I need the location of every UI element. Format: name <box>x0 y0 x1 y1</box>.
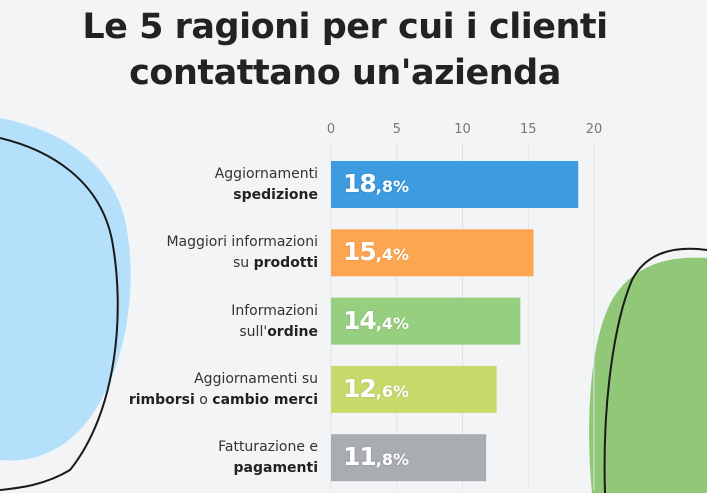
value-label: 14,4% <box>343 306 409 335</box>
category-label-line: Aggiornamenti su <box>129 369 318 390</box>
value-label: 15,4% <box>343 237 409 266</box>
label-text: su <box>233 255 254 272</box>
category-label-line: pagamenti <box>218 458 318 479</box>
label-bold-text: rimborsi <box>128 391 195 408</box>
category-label: Informazioni sull'ordine <box>231 301 318 343</box>
x-tick-label: 20 <box>585 122 603 137</box>
bar <box>331 434 487 482</box>
green-blob <box>589 257 707 493</box>
bar <box>331 297 521 345</box>
value-decimal: ,4% <box>375 313 410 333</box>
value-integer: 11 <box>343 442 377 472</box>
category-label-line: Aggiornamenti <box>215 164 318 185</box>
value-integer: 12 <box>343 373 377 403</box>
value-label: 11,8% <box>343 442 409 471</box>
category-label-line: Maggiori informazioni <box>166 232 318 253</box>
x-tick-label: 10 <box>454 122 471 137</box>
bar <box>331 365 497 413</box>
label-text: Aggiornamenti su <box>194 370 318 387</box>
x-tick-label: 5 <box>392 122 401 137</box>
label-bold-text: spedizione <box>233 187 318 203</box>
category-label: Fatturazione e pagamenti <box>218 437 318 479</box>
value-decimal: ,8% <box>375 177 410 196</box>
blue-blob-outline <box>0 137 119 491</box>
category-label: Maggiori informazioni su prodotti <box>166 232 318 274</box>
category-label-line: sull'ordine <box>231 322 318 343</box>
category-label-line: Fatturazione e <box>218 437 318 458</box>
label-text: Aggiornamenti <box>214 166 318 182</box>
value-integer: 18 <box>343 169 377 198</box>
category-label-line: Informazioni <box>231 301 318 322</box>
value-decimal: ,4% <box>375 245 410 265</box>
label-bold-text: prodotti <box>253 255 318 272</box>
category-label: Aggiornamenti spedizione <box>215 164 318 206</box>
label-bold-text: cambio merci <box>212 391 318 408</box>
value-decimal: ,8% <box>375 450 410 470</box>
value-integer: 14 <box>343 305 377 335</box>
label-text: Fatturazione e <box>218 439 318 456</box>
label-text: Informazioni <box>231 302 318 319</box>
x-tick-label: 0 <box>326 122 336 137</box>
x-tick-label: 15 <box>519 122 537 137</box>
category-label-line: spedizione <box>215 185 318 206</box>
label-bold-text: pagamenti <box>233 460 318 477</box>
value-integer: 15 <box>343 237 377 267</box>
value-label: 12,6% <box>343 374 409 403</box>
category-label-line: rimborsi o cambio merci <box>129 390 318 411</box>
green-blob-outline <box>603 247 707 493</box>
title-line-1: Le 5 ragioni per cui i clienti <box>82 7 608 47</box>
category-label-line: su prodotti <box>166 253 318 274</box>
label-text: o <box>194 391 213 408</box>
value-decimal: ,6% <box>375 381 410 401</box>
label-text: sull' <box>239 323 268 340</box>
label-text: Maggiori informazioni <box>166 234 318 251</box>
chart-title: Le 5 ragioni per cui i clienti contattan… <box>0 4 690 96</box>
title-line-2: contattano un'azienda <box>129 53 561 93</box>
label-bold-text: ordine <box>267 323 318 340</box>
bar <box>331 161 579 208</box>
bar <box>331 229 534 277</box>
category-label: Aggiornamenti su rimborsi o cambio merci <box>129 369 318 411</box>
value-label: 18,8% <box>343 169 409 198</box>
